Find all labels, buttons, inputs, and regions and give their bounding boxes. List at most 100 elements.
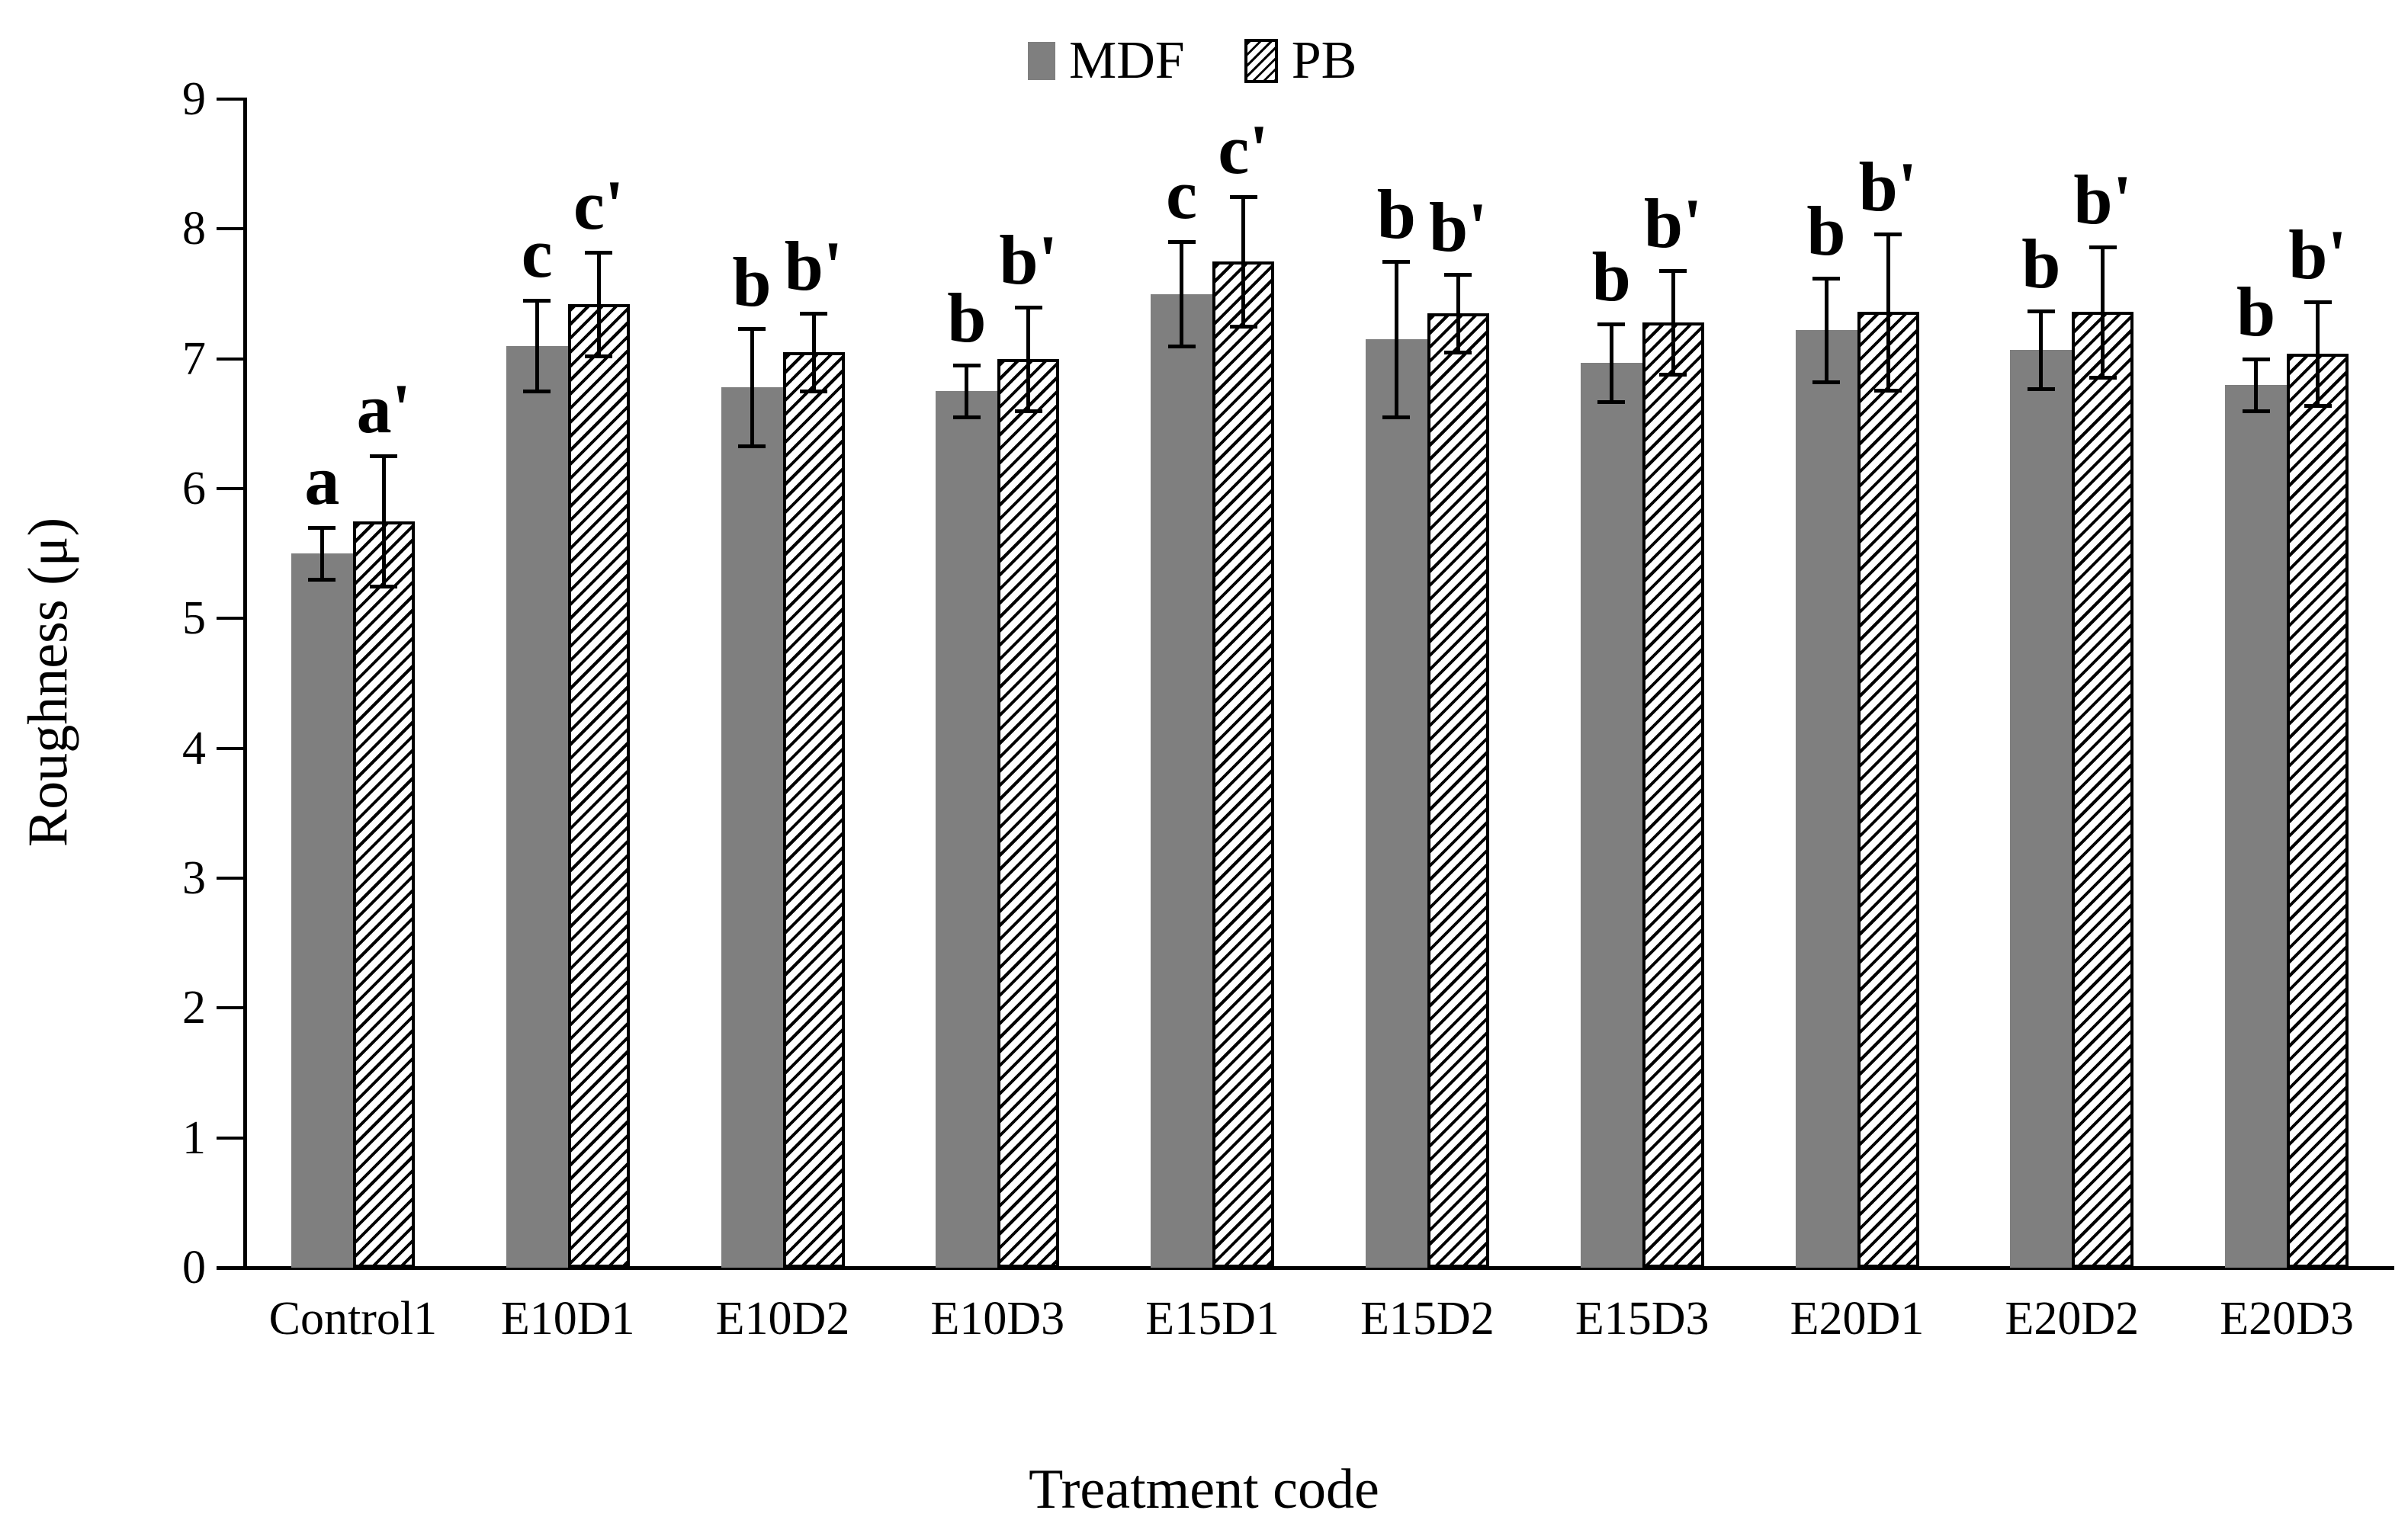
error-bar-cap-bottom [523, 390, 551, 394]
y-tick-label: 5 [182, 592, 206, 645]
pb-swatch-icon [1244, 39, 1278, 83]
error-bar-line [2254, 358, 2259, 411]
y-tick-mark [217, 1136, 246, 1140]
x-category-label: E20D2 [2005, 1293, 2140, 1345]
error-bar-cap-top [1597, 322, 1626, 326]
error-bar-line [1886, 234, 1890, 390]
error-bar-cap-top [585, 250, 613, 255]
error-bar-cap-bottom [2242, 409, 2270, 413]
significance-letter: a [304, 441, 340, 520]
y-tick-label: 7 [182, 332, 206, 385]
significance-letter: b [1376, 175, 1416, 253]
bar-pb [1212, 261, 1275, 1268]
significance-letter: c' [1218, 110, 1269, 188]
y-tick-mark [217, 746, 246, 750]
error-bar-cap-top [1874, 232, 1902, 237]
error-bar-cap-bottom [952, 415, 981, 420]
error-bar-cap-top [523, 299, 551, 303]
bar-mdf [1795, 330, 1857, 1268]
error-bar-cap-bottom [1167, 344, 1196, 348]
error-bar-line [1394, 261, 1398, 418]
error-bar-cap-bottom [1229, 325, 1257, 329]
legend-label-pb: PB [1291, 31, 1357, 90]
error-bar-cap-top [2089, 245, 2117, 250]
x-category-label: E15D2 [1360, 1293, 1495, 1345]
error-bar-line [1824, 278, 1828, 383]
error-bar-cap-top [2027, 309, 2055, 313]
error-bar-cap-bottom [2304, 403, 2332, 408]
error-bar-cap-bottom [738, 444, 766, 448]
bar-pb [1857, 312, 1919, 1268]
y-axis-line [243, 98, 247, 1270]
error-bar-line [2101, 247, 2105, 377]
error-bar-cap-top [738, 327, 766, 332]
significance-letter: c' [573, 166, 624, 244]
y-tick-mark [217, 98, 246, 101]
bar-mdf [721, 387, 783, 1268]
error-bar-line [1671, 270, 1675, 375]
y-tick-mark [217, 1266, 246, 1269]
y-tick-mark [217, 617, 246, 620]
x-category-label: E10D2 [715, 1293, 850, 1345]
significance-letter: b' [999, 220, 1058, 299]
bar-mdf [2225, 384, 2288, 1268]
significance-letter: b' [2073, 161, 2133, 239]
significance-letter: b' [1643, 184, 1703, 262]
y-tick-label: 9 [182, 73, 206, 125]
significance-letter: c [1166, 156, 1198, 234]
y-tick-mark [217, 1006, 246, 1010]
error-bar-line [750, 329, 754, 446]
bar-mdf [1151, 293, 1213, 1268]
legend-item-mdf: MDF [1028, 30, 1185, 91]
bar-pb [1427, 313, 1489, 1268]
x-category-label: E15D1 [1145, 1293, 1279, 1345]
error-bar-line [2316, 301, 2320, 406]
error-bar-cap-top [1812, 277, 1840, 281]
x-category-label: Control1 [268, 1293, 438, 1345]
error-bar-cap-top [370, 454, 398, 459]
error-bar-cap-bottom [800, 390, 827, 394]
error-bar-cap-bottom [2089, 375, 2117, 380]
error-bar-line [1609, 323, 1613, 402]
error-bar-cap-top [952, 364, 981, 368]
error-bar-cap-top [1659, 268, 1687, 273]
error-bar-line [319, 527, 324, 580]
error-bar-cap-top [308, 526, 336, 531]
legend-label-mdf: MDF [1069, 31, 1185, 90]
error-bar-line [811, 313, 816, 392]
error-bar-line [381, 456, 386, 586]
y-tick-mark [217, 487, 246, 490]
error-bar-cap-bottom [1597, 399, 1626, 404]
y-tick-mark [217, 227, 246, 231]
error-bar-cap-bottom [370, 584, 398, 588]
x-category-label: E15D3 [1575, 1293, 1710, 1345]
error-bar-line [965, 365, 969, 418]
bar-mdf [506, 345, 568, 1268]
error-bar-line [1241, 196, 1246, 327]
bar-pb [2072, 312, 2134, 1268]
error-bar-cap-bottom [308, 578, 336, 582]
bar-mdf [1365, 339, 1427, 1268]
significance-letter: a' [356, 370, 412, 448]
bar-pb [1642, 322, 1704, 1268]
significance-letter: b' [1858, 148, 1918, 226]
legend: MDF PB [1028, 30, 1357, 91]
y-tick-label: 4 [182, 722, 206, 774]
bar-pb [997, 358, 1060, 1268]
error-bar-cap-top [1382, 259, 1411, 264]
error-bar-cap-top [1014, 305, 1042, 309]
bar-pb [782, 352, 845, 1268]
significance-letter: b' [2288, 215, 2347, 293]
y-tick-label: 2 [182, 982, 206, 1034]
bar-pb [567, 304, 630, 1268]
x-axis-line [217, 1266, 2394, 1270]
error-bar-cap-top [2304, 300, 2332, 304]
error-bar-cap-top [1167, 240, 1196, 245]
error-bar-cap-top [1229, 194, 1257, 199]
significance-letter: b' [784, 227, 843, 306]
x-category-label: E10D1 [500, 1293, 635, 1345]
bar-pb [2287, 353, 2349, 1268]
y-tick-mark [217, 357, 246, 361]
y-tick-label: 1 [182, 1111, 206, 1164]
